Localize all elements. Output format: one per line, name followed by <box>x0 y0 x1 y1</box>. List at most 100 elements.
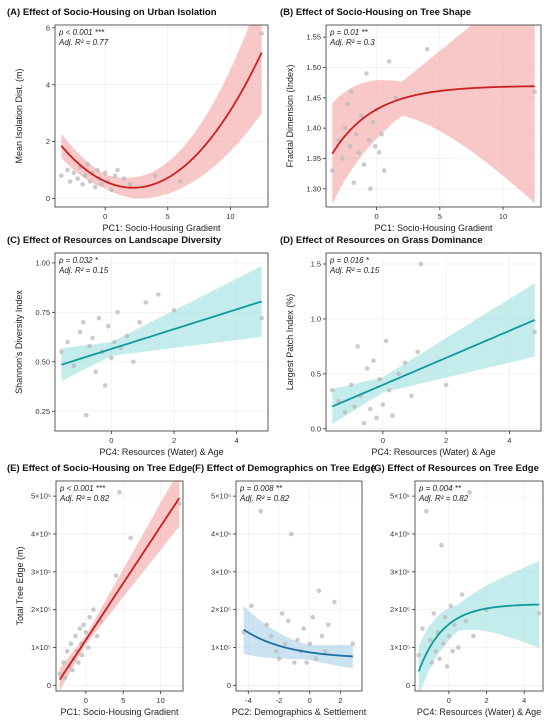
data-point <box>431 611 437 616</box>
fit-line <box>58 497 181 681</box>
data-point <box>313 656 319 662</box>
data-point <box>57 671 62 677</box>
data-point <box>117 490 122 495</box>
data-point <box>370 119 376 125</box>
stat-adj-r2: Adj. R² = 0.82 <box>239 494 290 503</box>
data-point <box>463 618 469 624</box>
data-point <box>307 641 313 646</box>
y-tick-label: 0.50 <box>35 357 50 366</box>
x-tick-label: 10 <box>226 212 234 221</box>
data-point <box>115 310 120 315</box>
data-point <box>364 71 369 76</box>
plot-frame <box>54 252 269 432</box>
data-point <box>77 329 83 335</box>
data-point <box>285 618 291 624</box>
x-tick-label: 5 <box>166 212 170 221</box>
data-point <box>364 366 370 371</box>
data-point <box>109 187 114 193</box>
x-axis-label: PC4: Resources (Water) & Age <box>99 447 223 457</box>
x-tick-label: 0 <box>447 696 451 705</box>
stat-adj-r2: Adj. R² = 0.3 <box>329 38 375 47</box>
data-point <box>444 664 450 669</box>
data-point <box>316 588 322 593</box>
data-point <box>249 603 254 609</box>
data-point <box>67 179 73 184</box>
y-tick-label: 1.35 <box>306 154 321 163</box>
y-tick-label: 1.50 <box>306 63 321 72</box>
data-point <box>301 626 306 631</box>
data-point <box>446 633 452 639</box>
data-point <box>415 349 420 355</box>
data-point <box>279 611 285 616</box>
y-tick-label: 1.45 <box>306 93 321 102</box>
data-point <box>448 603 454 609</box>
x-tick-label: 10 <box>156 696 164 705</box>
data-point <box>368 406 373 412</box>
data-point <box>381 168 387 173</box>
stat-p-value: p = 0.016 * <box>329 256 370 265</box>
x-axis-label: PC1: Socio-Housing Gradient <box>60 707 179 717</box>
x-tick-label: 5 <box>438 212 442 221</box>
data-point <box>273 649 279 654</box>
data-point <box>532 329 537 335</box>
data-point <box>68 641 74 646</box>
data-point <box>349 89 354 94</box>
data-point <box>396 371 401 377</box>
data-point <box>319 633 325 639</box>
data-point <box>402 360 408 366</box>
data-point <box>178 179 183 184</box>
data-point <box>368 186 373 192</box>
panel-title: (C) Effect of Resources on Landscape Div… <box>7 235 222 246</box>
data-point <box>349 382 354 388</box>
y-axis-label: Total Tree Edge (m) <box>15 546 25 625</box>
y-tick-label: 5×10⁵ <box>390 492 410 501</box>
data-point <box>87 614 92 620</box>
stat-adj-r2: Adj. R² = 0.15 <box>58 266 109 275</box>
data-point <box>373 144 378 149</box>
data-point <box>354 131 359 137</box>
fit-line <box>61 300 262 366</box>
y-tick-label: 2×10⁵ <box>211 605 231 614</box>
fit-line <box>331 319 536 408</box>
y-tick-label: 3×10⁵ <box>390 567 410 576</box>
data-point <box>259 31 264 36</box>
data-point <box>536 611 542 616</box>
plot-frame <box>414 480 544 692</box>
x-axis-label: PC4: Resources (Water) & Age <box>371 447 495 457</box>
x-tick-label: 2 <box>444 436 448 445</box>
y-axis-label: Largest Patch Index (%) <box>285 294 295 391</box>
y-tick-label: 0.0 <box>311 424 321 433</box>
panel-E: (E) Effect of Socio-Housing on Tree Edge… <box>7 463 192 717</box>
y-tick-label: 1×10⁵ <box>211 643 231 652</box>
plot-frame <box>235 480 363 692</box>
data-point <box>87 343 92 349</box>
data-point <box>409 393 414 399</box>
x-tick-label: 0 <box>308 696 312 705</box>
y-tick-label: 2 <box>46 137 50 146</box>
data-point <box>330 388 335 393</box>
y-axis-label: Shannon's Diversity Index <box>14 290 24 394</box>
data-point <box>76 660 81 665</box>
data-point <box>131 359 136 365</box>
fit-line <box>243 628 353 658</box>
data-point <box>83 630 89 635</box>
data-point <box>177 501 182 506</box>
data-point <box>152 173 158 178</box>
y-tick-label: 0 <box>406 681 410 690</box>
data-point <box>94 633 100 639</box>
fit-line <box>417 603 540 672</box>
x-tick-label: 0 <box>381 436 385 445</box>
data-point <box>64 649 70 654</box>
data-point <box>127 182 133 187</box>
data-point <box>386 59 392 64</box>
data-point <box>62 675 68 681</box>
panel-F: (F) Effect of Demographics on Tree Edge -… <box>192 463 376 717</box>
stat-adj-r2: Adj. R² = 0.82 <box>59 494 110 503</box>
panel-G: (G) Effect of Resources on Tree Edge 0 2 4 0… <box>371 463 544 717</box>
data-point <box>418 261 424 267</box>
data-point <box>112 339 117 345</box>
stat-p-value: p = 0.01 ** <box>329 28 368 37</box>
x-tick-label: 10 <box>499 212 507 221</box>
data-point <box>310 614 316 620</box>
x-tick-label: 2 <box>484 696 488 705</box>
